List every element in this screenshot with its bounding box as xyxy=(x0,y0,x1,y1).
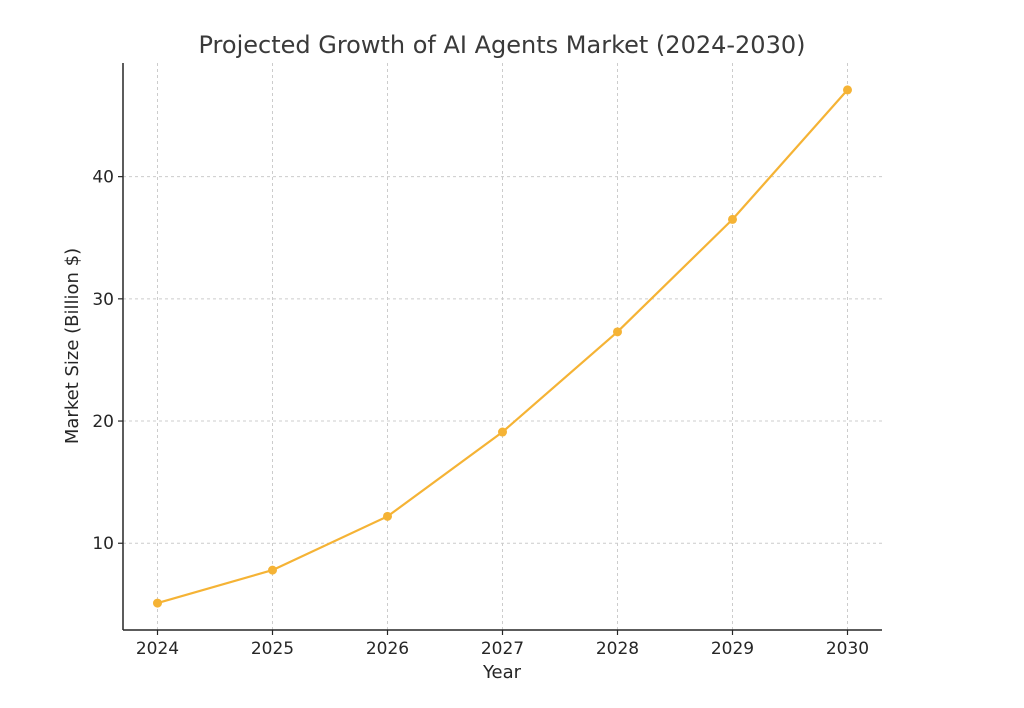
data-point xyxy=(613,327,622,337)
data-series xyxy=(153,85,852,608)
data-point xyxy=(498,427,507,437)
x-axis-label: Year xyxy=(482,662,522,683)
x-tick-label: 2027 xyxy=(481,639,524,659)
data-point xyxy=(268,565,277,575)
x-tick-label: 2030 xyxy=(826,639,869,659)
x-tick-label: 2028 xyxy=(596,639,639,659)
data-point xyxy=(843,85,852,95)
y-tick-label: 20 xyxy=(92,412,114,432)
data-point xyxy=(383,511,392,521)
grid-lines xyxy=(123,63,882,630)
y-axis-label: Market Size (Billion $) xyxy=(62,248,83,444)
chart-title: Projected Growth of AI Agents Market (20… xyxy=(199,31,806,59)
axes xyxy=(118,63,882,635)
x-tick-label: 2029 xyxy=(711,639,754,659)
data-point xyxy=(153,598,162,608)
x-tick-label: 2024 xyxy=(136,639,179,659)
y-tick-label: 40 xyxy=(92,168,114,188)
x-tick-label: 2026 xyxy=(366,639,409,659)
y-tick-label: 30 xyxy=(92,290,114,310)
x-tick-label: 2025 xyxy=(251,639,294,659)
data-point xyxy=(728,214,737,224)
y-tick-label: 10 xyxy=(92,534,114,554)
